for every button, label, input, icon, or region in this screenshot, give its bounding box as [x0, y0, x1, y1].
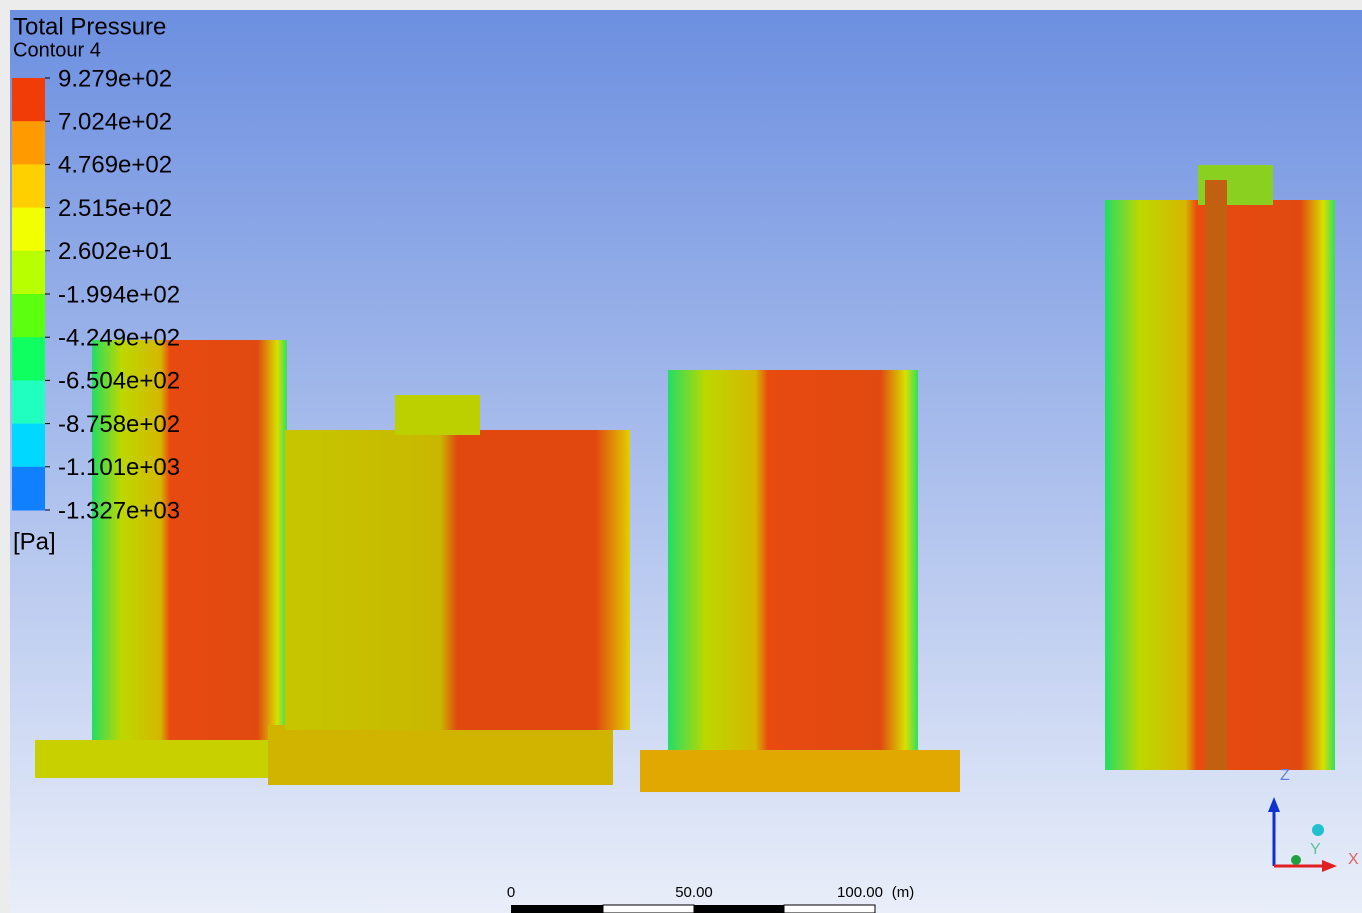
axis-label: Y: [1310, 841, 1321, 858]
colorbar-band: [12, 250, 45, 295]
axis-label: Z: [1280, 767, 1290, 784]
scale-label: 100.00: [837, 884, 883, 901]
model: [35, 165, 1335, 792]
colorbar-band: [12, 294, 45, 338]
legend-label: -6.504e+02: [58, 368, 180, 395]
legend-label: -1.327e+03: [58, 497, 180, 524]
scale-bar: 0 50.00 100.00 (m): [507, 884, 914, 913]
scale-label: 50.00: [675, 884, 713, 901]
scale-label: 0: [507, 884, 515, 901]
legend-labels: 9.279e+02 7.024e+02 4.769e+02 2.515e+02 2.60…: [45, 65, 180, 524]
colorbar-band: [12, 337, 45, 381]
colorbar-band: [12, 121, 45, 165]
legend-title: Total Pressure: [13, 13, 166, 40]
legend-label: 4.769e+02: [58, 152, 172, 179]
legend-label: 9.279e+02: [58, 65, 172, 92]
colorbar-band: [12, 423, 45, 468]
colorbar-band: [12, 380, 45, 425]
axis-triad: Z Y X: [1268, 767, 1359, 872]
legend-label: 2.602e+01: [58, 238, 172, 265]
colorbar-band: [12, 466, 45, 511]
legend-label: -8.758e+02: [58, 411, 180, 438]
legend-label: 7.024e+02: [58, 109, 172, 136]
colorbar-band: [12, 164, 45, 209]
axis-label: X: [1348, 851, 1359, 868]
legend-label: 2.515e+02: [58, 195, 172, 222]
legend-label: -1.994e+02: [58, 281, 180, 308]
scale-unit: (m): [892, 884, 915, 901]
legend-label: -1.101e+03: [58, 454, 180, 481]
colorbar: [12, 78, 45, 511]
colorbar-band: [12, 207, 45, 252]
colorbar-band: [12, 78, 45, 122]
legend-label: -4.249e+02: [58, 325, 180, 352]
legend-unit: [Pa]: [13, 528, 56, 555]
legend-subtitle: Contour 4: [13, 39, 101, 61]
